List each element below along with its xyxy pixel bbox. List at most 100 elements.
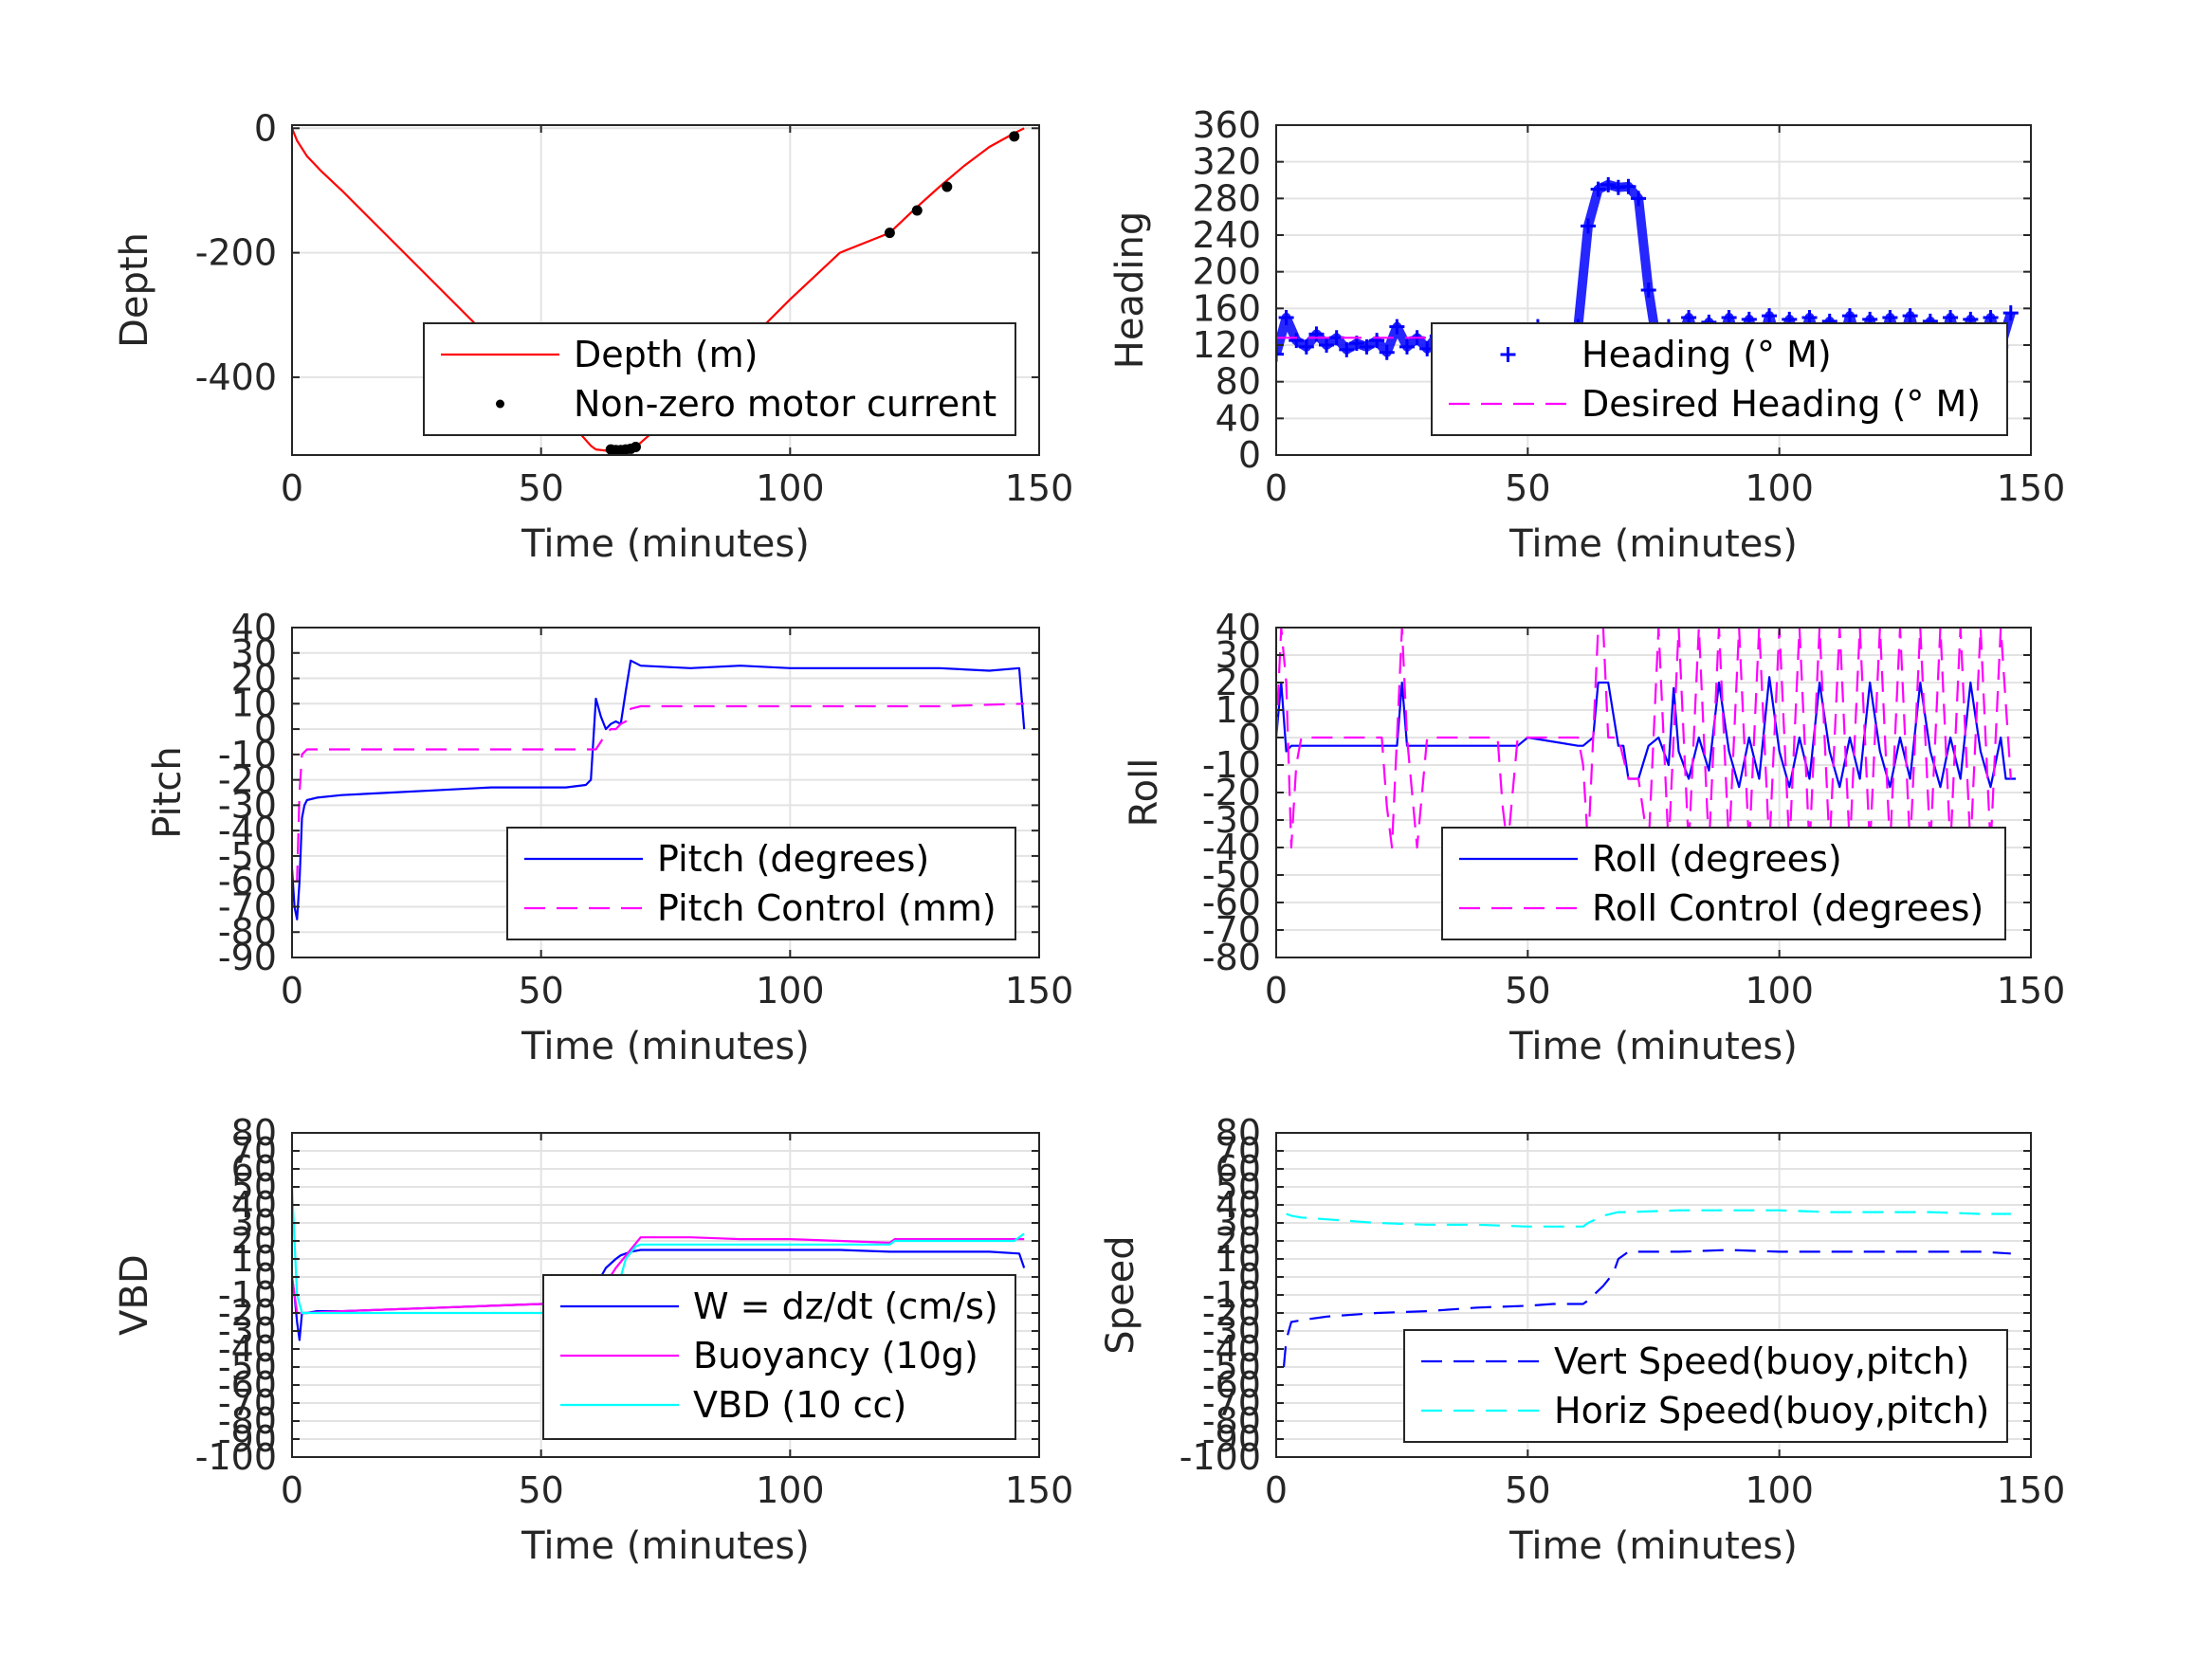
- x-tick-label: 0: [1265, 970, 1288, 1012]
- data-point: [1009, 131, 1020, 142]
- y-tick-label: -40: [218, 810, 277, 851]
- y-tick-label: -50: [1202, 854, 1261, 896]
- legend-label: Non-zero motor current: [574, 383, 996, 425]
- data-point: [884, 228, 895, 239]
- legend-label: Depth (m): [574, 334, 759, 375]
- y-tick-label: -100: [195, 1436, 277, 1478]
- x-tick-label: 0: [281, 1469, 303, 1511]
- y-tick-label: 40: [1216, 397, 1261, 439]
- y-tick-label: 70: [1216, 1130, 1261, 1172]
- axes-box: [291, 124, 1040, 456]
- data-point: [1581, 218, 1597, 234]
- y-tick-label: 200: [1192, 251, 1261, 293]
- y-tick-label: 10: [1216, 689, 1261, 731]
- data-point: [1600, 176, 1617, 192]
- data-point: [1298, 338, 1314, 355]
- y-tick-label: -50: [218, 835, 277, 877]
- data-point: [1590, 181, 1606, 197]
- y-tick-label: -10: [218, 734, 277, 775]
- x-tick-label: 100: [1745, 1469, 1814, 1511]
- data-point: [1902, 308, 1918, 324]
- legend: Pitch (degrees) Pitch Control (mm): [506, 827, 1016, 940]
- x-tick-label: 0: [1265, 1469, 1288, 1511]
- y-tick-label: -90: [218, 937, 277, 978]
- data-point: [1379, 344, 1395, 360]
- legend-box: [1403, 1329, 2008, 1443]
- y-tick-label: 20: [231, 1220, 277, 1262]
- y-tick-label: 50: [231, 1166, 277, 1208]
- y-tick-label: -30: [218, 1310, 277, 1352]
- axes-box: [291, 627, 1040, 958]
- series-group: [292, 127, 1025, 455]
- y-tick-label: 40: [231, 1184, 277, 1226]
- legend-label: Vert Speed(buoy,pitch): [1554, 1340, 1969, 1382]
- y-tick-label: -200: [195, 232, 277, 274]
- legend-label: VBD (10 cc): [693, 1384, 906, 1426]
- data-point: [1359, 338, 1375, 355]
- y-tick-label: -90: [218, 1418, 277, 1460]
- y-tick-label: -80: [218, 911, 277, 953]
- legend-label: Desired Heading (° M): [1581, 383, 1981, 425]
- y-tick-label: -30: [1202, 799, 1261, 841]
- data-point: [1369, 333, 1385, 349]
- y-tick-label: 10: [231, 1238, 277, 1280]
- y-tick-label: 30: [1216, 634, 1261, 676]
- x-tick-label: 0: [281, 467, 303, 509]
- x-axis-label: Time (minutes): [521, 1025, 810, 1068]
- y-tick-label: 80: [231, 1112, 277, 1154]
- x-tick-label: 50: [518, 467, 563, 509]
- subplot-0: 0 50 100 150 -400 -200 0 Time (minutes) Depth Dep…: [113, 107, 1073, 566]
- x-tick-label: 50: [1505, 1469, 1550, 1511]
- series-group: [292, 1186, 1026, 1341]
- x-axis-label: Time (minutes): [521, 522, 810, 566]
- y-tick-label: 60: [1216, 1148, 1261, 1190]
- series-group: [1282, 1209, 2011, 1368]
- y-tick-label: -50: [1202, 1346, 1261, 1388]
- y-tick-label: 40: [231, 607, 277, 648]
- y-tick-label: -10: [1202, 1274, 1261, 1316]
- subplot-2: 0 50 100 150-90-80-70-60-50-40-30-20-100102…: [146, 607, 1073, 1068]
- y-tick-label: 0: [254, 708, 277, 750]
- y-tick-label: 40: [1216, 607, 1261, 648]
- data-point: [1631, 191, 1647, 207]
- legend-marker: [1500, 347, 1516, 362]
- y-tick-label: -60: [1202, 1364, 1261, 1406]
- y-tick-label: -40: [218, 1328, 277, 1370]
- y-tick-label: 20: [1216, 1220, 1261, 1262]
- x-tick-label: 150: [1005, 1469, 1074, 1511]
- data-point: [1841, 308, 1857, 324]
- y-tick-label: 30: [1216, 1202, 1261, 1244]
- y-tick-label: -10: [1202, 744, 1261, 786]
- y-tick-label: 60: [231, 1148, 277, 1190]
- data-point: [1339, 341, 1355, 357]
- y-tick-label: -400: [195, 356, 277, 398]
- y-axis-label: Depth: [113, 232, 156, 348]
- legend: Depth (m) Non-zero motor current: [423, 322, 1016, 436]
- subplot-3: 0 50 100 150-80-70-60-50-40-30-20-100102030…: [1123, 607, 2065, 1068]
- y-tick-label: -30: [1202, 1310, 1261, 1352]
- data-point: [1308, 326, 1325, 342]
- series-line-0: [292, 659, 1026, 921]
- y-tick-label: -20: [218, 759, 277, 801]
- legend-label: Pitch Control (mm): [657, 887, 996, 929]
- y-tick-label: 120: [1192, 324, 1261, 366]
- y-tick-label: -40: [1202, 827, 1261, 868]
- y-tick-label: 30: [231, 1202, 277, 1244]
- subplot-5: 0 50 100 150-100-90-80-70-60-50-40-30-20-10…: [1099, 1112, 2065, 1568]
- x-tick-label: 100: [756, 1469, 825, 1511]
- x-axis-label: Time (minutes): [1508, 522, 1798, 566]
- y-tick-label: 0: [1238, 434, 1261, 476]
- data-point: [2002, 305, 2019, 321]
- series-line-2: [292, 1186, 1025, 1315]
- y-tick-label: 10: [1216, 1238, 1261, 1280]
- x-tick-label: 150: [1005, 970, 1074, 1012]
- x-tick-label: 50: [518, 1469, 563, 1511]
- x-axis-label: Time (minutes): [1508, 1524, 1798, 1568]
- y-tick-label: 240: [1192, 214, 1261, 256]
- x-tick-label: 150: [1997, 467, 2066, 509]
- x-axis-label: Time (minutes): [521, 1524, 810, 1568]
- subplot-4: 0 50 100 150-100-90-80-70-60-50-40-30-20-10…: [113, 1112, 1073, 1568]
- axes-box: [1275, 124, 2032, 456]
- y-tick-label: -70: [218, 885, 277, 927]
- x-tick-label: 50: [1505, 467, 1550, 509]
